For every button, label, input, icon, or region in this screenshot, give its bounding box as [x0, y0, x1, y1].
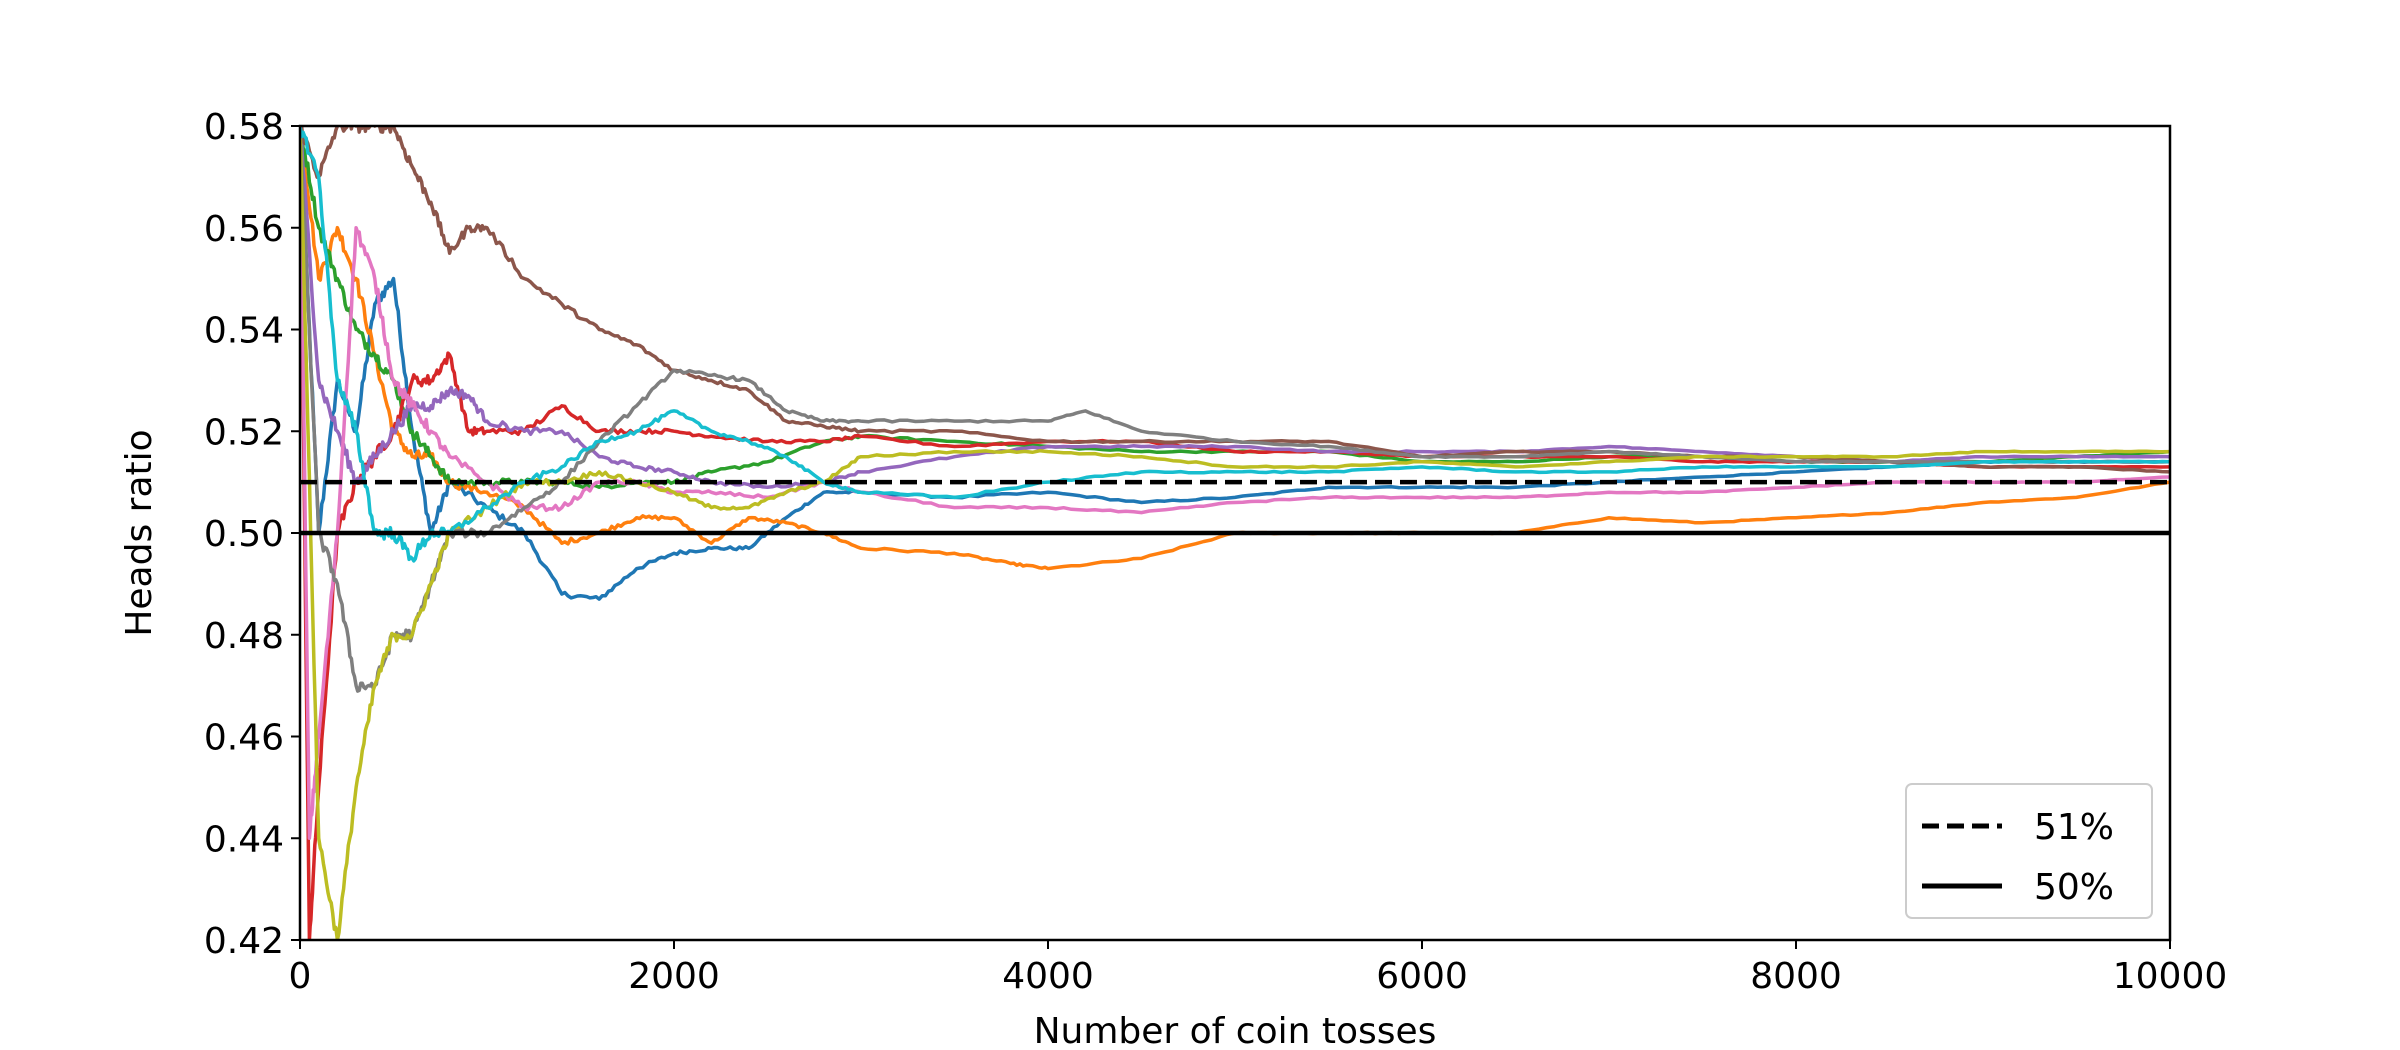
x-axis-label: Number of coin tosses [1034, 1011, 1437, 1050]
y-tick-label: 0.58 [204, 107, 284, 148]
series-group [300, 126, 2170, 940]
legend-label: 50% [2034, 867, 2114, 908]
x-tick-label: 8000 [1750, 956, 1842, 997]
x-tick-label: 4000 [1002, 956, 1094, 997]
series-line-10 [300, 126, 2170, 563]
y-axis-ticks: 0.42 0.44 0.46 0.48 0.50 0.52 0.54 0.56 0.58 [204, 107, 300, 962]
reference-lines [300, 479, 2170, 536]
series-line-7 [300, 126, 2170, 840]
legend-frame [1905, 783, 2153, 919]
x-tick-label: 0 [289, 956, 312, 997]
x-axis-ticks: 0 2000 4000 6000 8000 10000 [289, 940, 2228, 997]
y-tick-label: 0.50 [204, 514, 284, 555]
y-tick-label: 0.42 [204, 921, 284, 962]
legend-label: 51% [2034, 807, 2114, 848]
series-line-9 [300, 126, 2170, 940]
y-tick-label: 0.46 [204, 718, 284, 759]
y-axis-label: Heads ratio [119, 429, 160, 636]
y-tick-label: 0.44 [204, 819, 284, 860]
series-line-8 [300, 126, 2170, 693]
series-line-1 [300, 126, 2170, 601]
series-line-5 [300, 126, 2170, 489]
y-tick-label: 0.54 [204, 311, 284, 352]
series-line-2 [300, 126, 2170, 571]
y-tick-label: 0.56 [204, 209, 284, 250]
x-tick-label: 2000 [628, 956, 720, 997]
legend: 51%50% [1905, 783, 2153, 919]
y-tick-label: 0.52 [204, 412, 284, 453]
series-line-3 [300, 126, 2170, 490]
y-tick-label: 0.48 [204, 616, 284, 657]
x-tick-label: 6000 [1376, 956, 1468, 997]
x-tick-label: 10000 [2113, 956, 2228, 997]
